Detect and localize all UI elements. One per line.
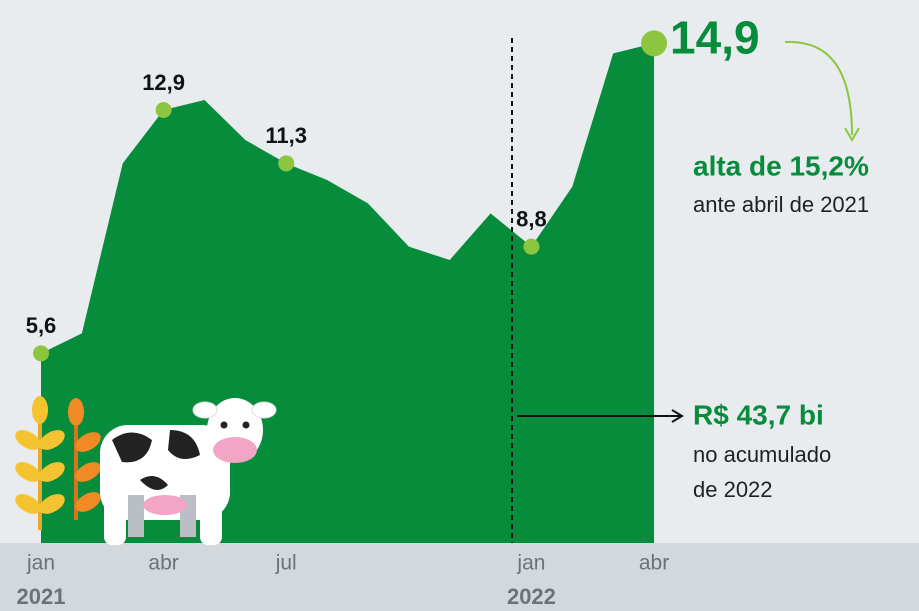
point <box>33 345 49 361</box>
year-label: 2022 <box>507 584 556 609</box>
axis-strip <box>0 543 919 611</box>
annotation: R$ 43,7 bi <box>693 399 824 430</box>
point <box>278 155 294 171</box>
annotation: ante abril de 2021 <box>693 192 869 217</box>
point <box>156 102 172 118</box>
value-label: 5,6 <box>26 313 57 338</box>
x-tick-label: abr <box>148 552 178 575</box>
chart: alta de 15,2% ante abril de 2021 R$ 43,7… <box>0 0 919 611</box>
x-tick-label: jul <box>275 552 297 575</box>
x-tick-label: jan <box>516 552 545 575</box>
value-label: 8,8 <box>516 206 547 231</box>
point <box>641 30 667 56</box>
value-label: 14,9 <box>670 11 760 63</box>
annotation: de 2022 <box>693 477 773 502</box>
x-tick-label: jan <box>26 552 55 575</box>
annotation: alta de 15,2% <box>693 150 869 181</box>
point <box>523 239 539 255</box>
value-label: 12,9 <box>142 70 185 95</box>
value-label: 11,3 <box>265 123 307 148</box>
annotation: no acumulado <box>693 442 831 467</box>
year-label: 2021 <box>17 584 66 609</box>
x-tick-label: abr <box>639 552 669 575</box>
